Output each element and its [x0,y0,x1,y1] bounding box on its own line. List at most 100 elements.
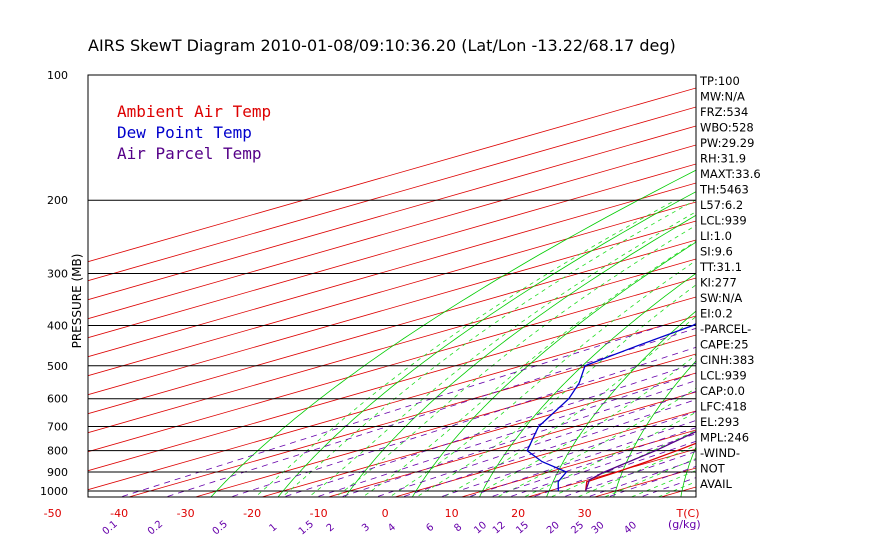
index-label: AVAIL [700,477,733,491]
isotherm-line [127,334,696,497]
index-label: MPL:246 [700,431,749,445]
pressure-tick-label: 600 [47,393,68,406]
mixing-ratio-line [439,411,696,497]
index-label: WBO:528 [700,121,754,135]
bottom-axis-unit: T(C) [676,507,700,520]
index-label: NOT [700,462,726,476]
index-label: PW:29.29 [700,136,754,150]
moist-adiabat-line [254,199,676,497]
bottom-temp-tick-label: -10 [310,507,328,520]
y-axis-label: PRESSURE (MB) [70,254,84,349]
index-label: LI:1.0 [700,229,732,243]
bottom-temp-tick-label: -20 [243,507,261,520]
mixing-ratio-tick-label: 12 [491,520,508,537]
mixing-ratio-tick-label: 25 [569,520,586,537]
mixing-ratio-tick-label: 0.5 [211,519,230,538]
legend-item: Dew Point Temp [117,123,252,142]
mixing-ratio-tick-label: 30 [590,520,607,537]
mixing-ratio-tick-label: 4 [386,522,398,535]
isotherm-line [88,201,696,377]
mixing-ratio-tick-label: 1.5 [297,519,316,538]
dry-adiabat-line [748,75,870,500]
moist-adiabat-line [335,224,696,497]
moist-adiabat-line [603,458,696,497]
dry-adiabat-line [277,191,696,497]
pressure-tick-label: 200 [47,194,68,207]
mixing-ratio-tick-label: 40 [622,520,639,537]
bottom-temp-tick-label: -30 [177,507,195,520]
mixing-ratio-tick-label: 15 [514,520,531,537]
isotherm-line [88,87,696,263]
dry-adiabat-line [411,241,696,497]
index-label: TP:100 [699,74,740,88]
mixing-ratio-tick-label: 10 [472,520,489,537]
moist-adiabat-line [469,354,696,497]
pressure-tick-label: 100 [47,69,68,82]
mixing-ratio-unit: (g/kg) [668,518,701,531]
bottom-temp-tick-label: -50 [44,507,62,520]
dry-adiabat-line [815,75,870,500]
pressure-tick-label: 300 [47,267,68,280]
mixing-ratio-line [586,459,696,497]
index-label: CAPE:25 [700,338,749,352]
isotherm-line [88,144,696,320]
mixing-ratio-tick-label: 3 [360,522,372,535]
isotherm-line [526,448,696,497]
index-label: -PARCEL- [700,322,751,336]
mixing-ratio-tick-label: 8 [452,522,464,535]
mixing-ratio-line [119,325,664,497]
moist-adiabat-line [415,284,696,497]
pressure-tick-label: 800 [47,445,68,458]
dry-adiabat-line [479,272,696,497]
isotherm-line [88,182,696,358]
moist-adiabat-line [442,315,696,497]
plot-frame [87,74,697,498]
mixing-ratio-tick-label: 6 [424,522,436,535]
isotherm-line [88,106,696,282]
moist-adiabat-line [657,481,696,497]
index-label: MW:N/A [700,90,745,104]
index-label: RH:31.9 [700,152,746,166]
index-label: LFC:418 [700,400,747,414]
mixing-ratio-line [229,346,696,497]
mixing-ratio-line [315,372,696,497]
pressure-tick-label: 400 [47,319,68,332]
parcel-temp-line [584,430,696,492]
mixing-ratio-line [561,451,696,497]
dewpoint-temp-line [526,323,696,492]
isotherm-line [88,296,696,472]
isotherm-line [88,315,696,491]
bottom-temp-tick-label: 0 [382,507,389,520]
mixing-ratio-tick-label: 20 [545,520,562,537]
isotherm-line [88,163,696,339]
moist-adiabat-line [308,211,696,497]
index-label: SI:9.6 [700,245,733,259]
mixing-ratio-line [164,327,696,497]
isotherm-line [88,125,696,301]
index-label: -WIND- [700,446,740,460]
isotherm-line [88,258,696,434]
dry-adiabat-line [546,310,696,497]
mixing-ratio-tick-label: 2 [325,522,337,535]
isotherm-line [260,372,696,497]
bottom-temp-tick-label: 10 [445,507,459,520]
isotherm-line [393,410,696,497]
pressure-tick-label: 900 [47,466,68,479]
mixing-ratio-line [374,391,696,497]
index-label: CINH:383 [700,353,755,367]
index-label: EI:0.2 [700,307,733,321]
index-label: MAXT:33.6 [700,167,761,181]
index-label: TH:5463 [699,183,749,197]
dry-adiabat-line [210,169,696,497]
bottom-temp-tick-label: -40 [110,507,128,520]
index-label: TT:31.1 [699,260,742,274]
ambient-temp-line [584,442,696,492]
mixing-ratio-tick-label: 0.2 [146,519,165,538]
isotherm-line [88,239,696,415]
mixing-ratio-line [467,420,696,497]
index-label: SW:N/A [700,291,742,305]
mixing-ratio-line [339,380,696,497]
mixing-ratio-tick-label: 1 [268,522,280,535]
dry-adiabat-line [344,214,696,497]
